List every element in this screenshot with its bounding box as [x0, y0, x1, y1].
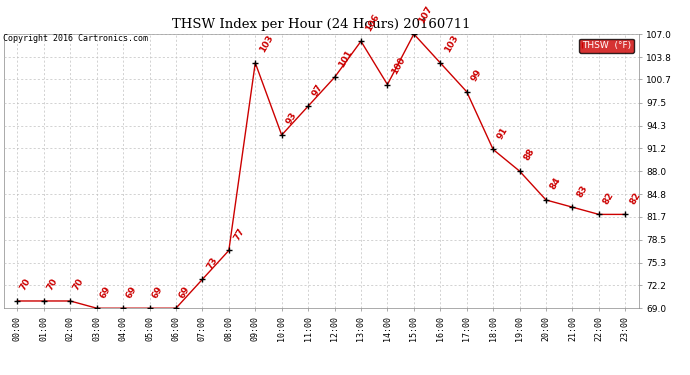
Text: 69: 69	[98, 284, 112, 300]
Text: 69: 69	[177, 284, 191, 300]
Text: 77: 77	[233, 226, 247, 242]
Text: 99: 99	[469, 68, 484, 83]
Text: 70: 70	[19, 277, 32, 292]
Text: 91: 91	[496, 125, 510, 141]
Text: Copyright 2016 Cartronics.com: Copyright 2016 Cartronics.com	[3, 34, 148, 43]
Text: 107: 107	[417, 4, 434, 26]
Text: 82: 82	[628, 190, 642, 206]
Text: 88: 88	[522, 147, 536, 162]
Text: 70: 70	[72, 277, 86, 292]
Text: 103: 103	[258, 34, 275, 54]
Legend: THSW  (°F): THSW (°F)	[580, 39, 634, 53]
Text: 83: 83	[575, 183, 589, 198]
Text: 101: 101	[337, 48, 354, 69]
Text: 84: 84	[549, 176, 563, 191]
Text: 73: 73	[205, 255, 219, 271]
Text: 82: 82	[602, 190, 615, 206]
Text: 70: 70	[45, 277, 59, 292]
Text: 106: 106	[364, 12, 381, 33]
Text: 93: 93	[284, 111, 299, 126]
Text: 103: 103	[443, 34, 460, 54]
Text: 97: 97	[310, 82, 325, 98]
Text: 100: 100	[390, 56, 407, 76]
Title: THSW Index per Hour (24 Hours) 20160711: THSW Index per Hour (24 Hours) 20160711	[172, 18, 471, 32]
Text: 69: 69	[151, 284, 165, 300]
Text: 69: 69	[124, 284, 139, 300]
